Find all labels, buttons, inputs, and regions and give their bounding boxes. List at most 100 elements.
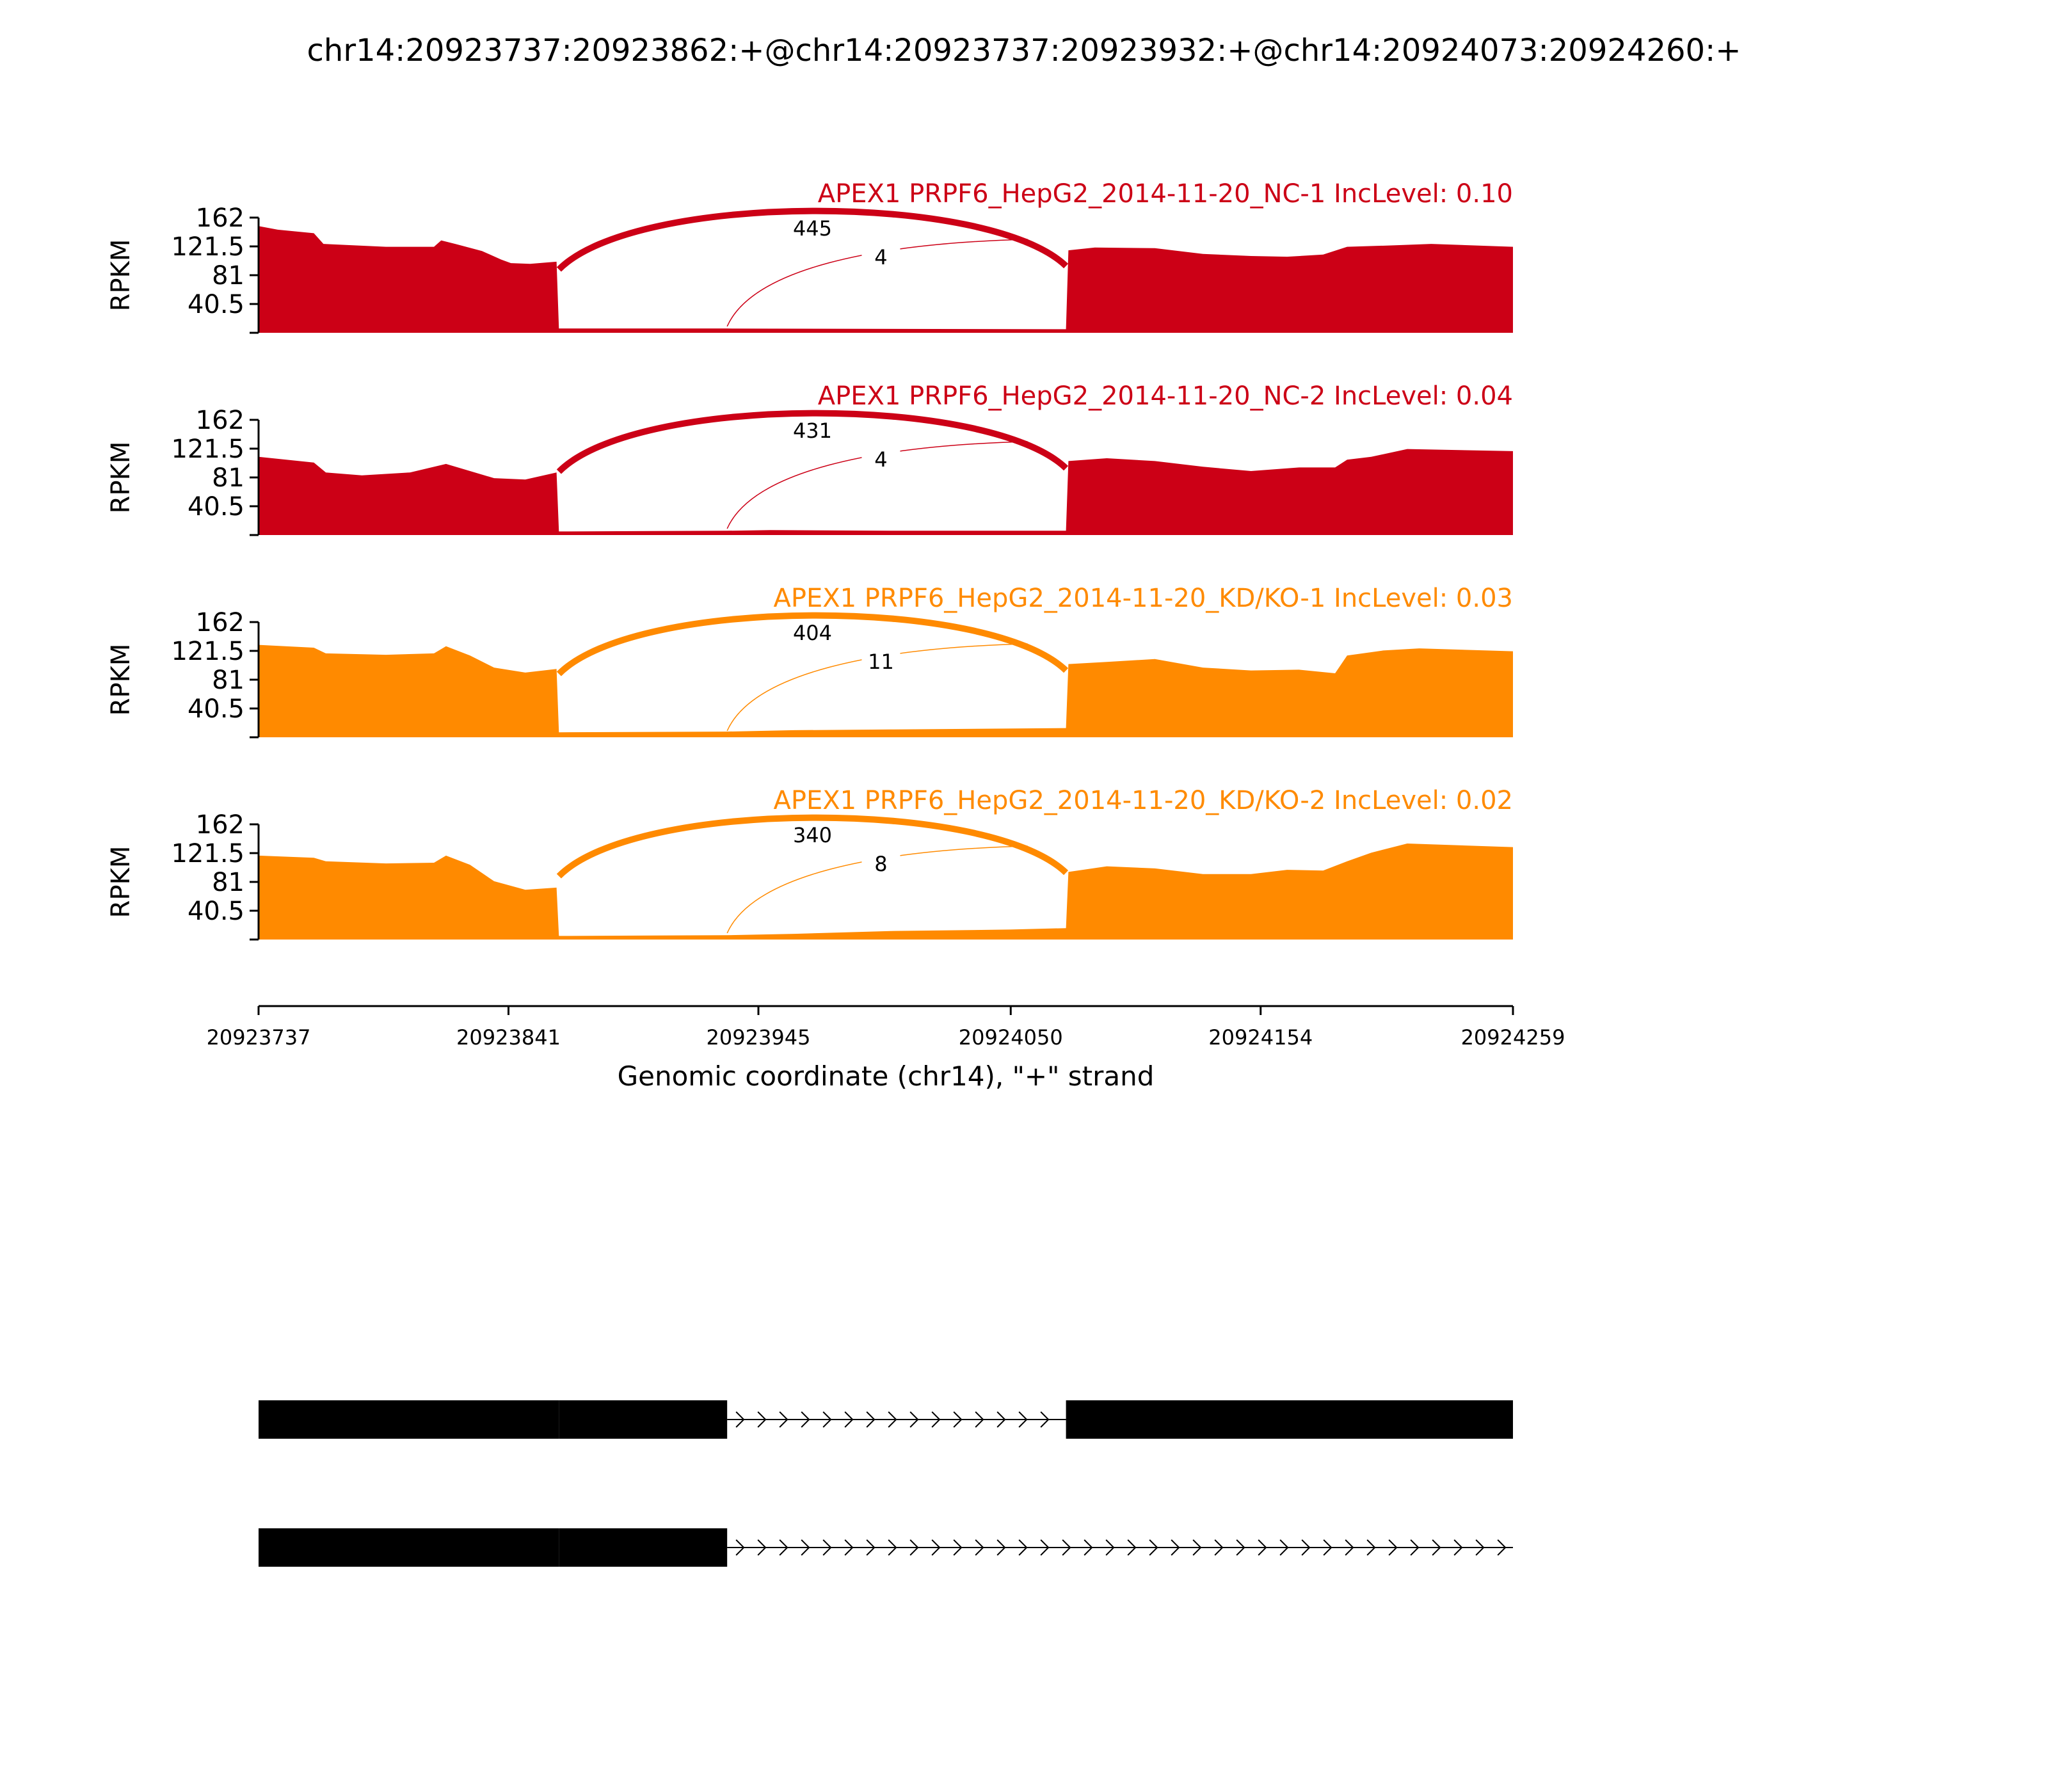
strand-arrow-icon: [888, 1539, 897, 1556]
coverage-area: [259, 449, 1513, 535]
junction-label: 4: [874, 447, 887, 472]
y-tick-label: 162: [196, 204, 244, 233]
junction-label: 8: [874, 852, 887, 876]
x-tick-label: 20924259: [1461, 1025, 1565, 1050]
y-tick-label: 121.5: [171, 839, 244, 868]
panel-title: APEX1 PRPF6_HepG2_2014-11-20_NC-1 IncLev…: [818, 179, 1513, 209]
strand-arrow-icon: [735, 1411, 745, 1428]
y-tick-label: 162: [196, 406, 244, 435]
strand-arrow-icon: [996, 1539, 1006, 1556]
strand-arrow-icon: [1497, 1539, 1507, 1556]
coverage-area: [259, 644, 1513, 737]
junction-arc: [556, 207, 1069, 272]
strand-arrow-icon: [975, 1539, 984, 1556]
transcript-track: [259, 1400, 1513, 1567]
strand-arrow-icon: [1258, 1539, 1267, 1556]
strand-arrow-icon: [822, 1539, 832, 1556]
exon-block: [559, 1528, 728, 1567]
strand-arrow-icon: [866, 1411, 876, 1428]
transcript-1: [259, 1400, 1513, 1439]
junction-arc: [726, 643, 1028, 732]
y-axis-label: RPKM: [106, 239, 136, 312]
strand-arrow-icon: [1323, 1539, 1332, 1556]
junction-arc: [726, 441, 1028, 529]
strand-arrow-icon: [953, 1411, 963, 1428]
strand-arrow-icon: [844, 1411, 854, 1428]
exon-block: [1066, 1400, 1513, 1439]
y-tick-label: 81: [212, 868, 244, 897]
junction-arc: [726, 845, 1028, 934]
strand-arrow-icon: [1214, 1539, 1224, 1556]
strand-arrow-icon: [757, 1411, 767, 1428]
strand-arrow-icon: [801, 1411, 810, 1428]
x-tick-label: 20924050: [959, 1025, 1063, 1050]
strand-arrow-icon: [1345, 1539, 1354, 1556]
y-tick-label: 121.5: [171, 637, 244, 666]
y-tick-label: 121.5: [171, 435, 244, 464]
strand-arrow-icon: [1105, 1539, 1115, 1556]
strand-arrow-icon: [779, 1411, 788, 1428]
junction-label-bg: [779, 620, 846, 645]
y-axis-label: RPKM: [106, 442, 136, 514]
strand-arrow-icon: [757, 1539, 767, 1556]
junction-label-bg: [779, 417, 846, 443]
x-tick-label: 20923945: [707, 1025, 811, 1050]
strand-arrow-icon: [801, 1539, 810, 1556]
strand-arrow-icon: [1410, 1539, 1420, 1556]
junction-arc: [556, 814, 1069, 879]
y-tick-label: 40.5: [188, 492, 244, 522]
junction-label-bg: [861, 851, 900, 876]
strand-arrow-icon: [1388, 1539, 1398, 1556]
figure-title: chr14:20923737:20923862:+@chr14:20923737…: [307, 33, 1741, 68]
strand-arrow-icon: [1171, 1539, 1180, 1556]
coverage-area: [259, 844, 1513, 940]
junction-label: 11: [868, 650, 894, 674]
strand-arrow-icon: [1453, 1539, 1463, 1556]
y-tick-label: 162: [196, 608, 244, 637]
strand-arrow-icon: [1149, 1539, 1158, 1556]
junction-label-bg: [779, 215, 846, 241]
strand-arrow-icon: [1040, 1411, 1050, 1428]
strand-arrow-icon: [1366, 1539, 1376, 1556]
strand-arrow-icon: [1127, 1539, 1137, 1556]
strand-arrow-icon: [1018, 1539, 1028, 1556]
y-axis-label: RPKM: [106, 846, 136, 918]
strand-arrow-icon: [888, 1411, 897, 1428]
junction-label: 4: [874, 245, 887, 269]
junction-label: 445: [793, 216, 832, 241]
junction-label-bg: [861, 447, 900, 471]
junction-label: 431: [793, 419, 832, 443]
exon-block: [259, 1528, 559, 1567]
strand-arrow-icon: [1236, 1539, 1245, 1556]
x-tick-label: 20923841: [456, 1025, 561, 1050]
y-tick-label: 40.5: [188, 290, 244, 319]
panel-title: APEX1 PRPF6_HepG2_2014-11-20_KD/KO-1 Inc…: [773, 584, 1513, 613]
strand-arrow-icon: [1192, 1539, 1202, 1556]
strand-arrow-icon: [1084, 1539, 1093, 1556]
strand-arrow-icon: [909, 1411, 919, 1428]
y-axis-label: RPKM: [106, 644, 136, 716]
x-axis: 20923737 20923841 20923945 20924050 20924154…: [207, 1005, 1565, 1092]
strand-arrow-icon: [1062, 1539, 1071, 1556]
y-tick-label: 81: [212, 666, 244, 695]
strand-arrow-icon: [779, 1539, 788, 1556]
x-axis-label: Genomic coordinate (chr14), "+" strand: [618, 1060, 1155, 1092]
strand-arrow-icon: [1018, 1411, 1028, 1428]
junction-label: 404: [793, 621, 832, 645]
junction-label: 340: [793, 823, 832, 847]
x-tick-label: 20923737: [207, 1025, 311, 1050]
junction-arc: [556, 612, 1069, 676]
strand-arrow-icon: [975, 1411, 984, 1428]
x-tick-label: 20924154: [1208, 1025, 1313, 1050]
strand-arrow-icon: [996, 1411, 1006, 1428]
panel-title: APEX1 PRPF6_HepG2_2014-11-20_KD/KO-2 Inc…: [773, 786, 1513, 815]
strand-arrow-icon: [844, 1539, 854, 1556]
